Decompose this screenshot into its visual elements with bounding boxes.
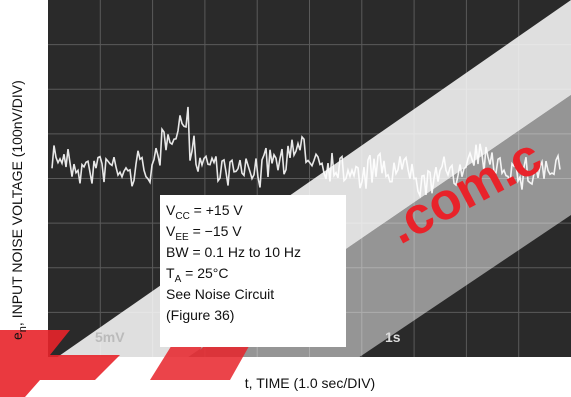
condition-main: See Noise Circuit	[166, 286, 274, 302]
scope-time-scale: 1s	[385, 329, 401, 345]
condition-main: V	[166, 223, 176, 239]
condition-rest: = −15 V	[189, 223, 243, 239]
condition-rest: = +15 V	[190, 202, 244, 218]
scope-vertical-scale: 5mV	[95, 329, 125, 345]
condition-subscript: A	[175, 274, 182, 285]
condition-subscript: CC	[175, 211, 189, 222]
y-axis-label: en, INPUT NOISE VOLTAGE (100nV/DIV)	[9, 80, 29, 340]
condition-line: BW = 0.1 Hz to 10 Hz	[166, 244, 301, 260]
condition-subscript: EE	[175, 232, 189, 243]
condition-rest: = 25°C	[181, 265, 228, 281]
condition-main: (Figure 36)	[166, 307, 234, 323]
condition-line: See Noise Circuit	[166, 286, 274, 302]
y-axis-subscript: n	[17, 326, 29, 332]
conditions-box	[160, 195, 346, 347]
condition-main: T	[166, 265, 175, 281]
y-axis-symbol: e	[9, 332, 25, 340]
condition-line: TA = 25°C	[166, 265, 228, 285]
condition-main: V	[166, 202, 176, 218]
watermark-shape	[0, 330, 120, 397]
x-axis-label: t, TIME (1.0 sec/DIV)	[245, 375, 375, 391]
condition-main: BW = 0.1 Hz to 10 Hz	[166, 244, 301, 260]
condition-line: VCC = +15 V	[166, 202, 243, 222]
y-axis-text: , INPUT NOISE VOLTAGE (100nV/DIV)	[9, 80, 25, 326]
condition-line: VEE = −15 V	[166, 223, 242, 243]
condition-line: (Figure 36)	[166, 307, 234, 323]
